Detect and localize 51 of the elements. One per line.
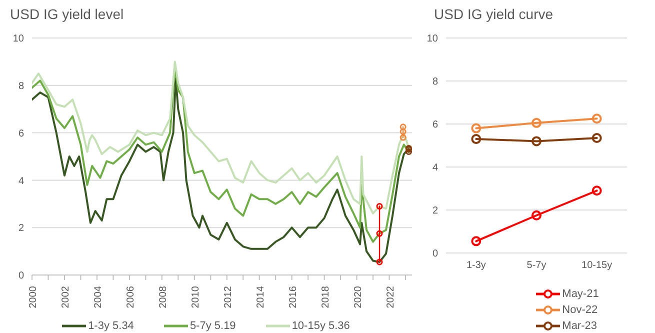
point (532, 118, 542, 128)
y-tick-label: 10 (12, 34, 24, 45)
x-tick-label: 2016 (288, 286, 299, 308)
point (376, 258, 383, 266)
x-tick-label: 2012 (222, 286, 234, 308)
y-tick-label: 2 (432, 206, 438, 217)
y-tick-label: 4 (432, 162, 438, 174)
x-tick-label: 2010 (190, 286, 202, 308)
point (400, 128, 406, 135)
legend-label: May-21 (562, 287, 599, 301)
x-tick-label: 2020 (352, 286, 364, 308)
y-tick-label: 0 (432, 248, 438, 260)
point (376, 203, 383, 210)
legend-label: 5-7y 5.19 (190, 319, 236, 333)
y-tick-label: 10 (426, 34, 438, 45)
y-tick-label: 6 (18, 128, 24, 140)
x-tick-label: 2002 (60, 286, 72, 308)
legend-label: Mar-23 (562, 319, 597, 333)
y-tick-label: 8 (18, 80, 24, 92)
point (532, 210, 542, 220)
legend-label: Nov-22 (562, 303, 598, 317)
point (532, 136, 542, 146)
point (592, 114, 602, 124)
x-tick-label: 1-3y (466, 260, 486, 272)
legend-label: 10-15y 5.36 (292, 319, 350, 333)
x-tick-label: 5-7y (526, 260, 546, 272)
x-tick-label: 2004 (92, 286, 104, 308)
y-tick-label: 8 (432, 76, 438, 88)
x-tick-label: 2000 (28, 286, 39, 308)
point (400, 124, 406, 130)
point (592, 132, 602, 143)
chart-title: USD IG yield curve (434, 6, 554, 22)
x-tick-label: 2022 (385, 286, 396, 308)
x-tick-label: 2018 (320, 286, 332, 308)
y-tick-label: 6 (432, 120, 438, 131)
point (400, 134, 406, 141)
x-tick-label: 2006 (125, 286, 136, 308)
point (592, 186, 602, 196)
legend-label: 1-3y 5.34 (88, 319, 134, 333)
x-tick-label: 2014 (255, 286, 266, 308)
y-tick-label: 4 (18, 176, 24, 187)
x-tick-label: 2008 (158, 286, 169, 308)
point (471, 236, 482, 246)
point (376, 230, 383, 237)
y-tick-label: 2 (18, 223, 24, 234)
point (471, 123, 482, 134)
point (406, 148, 412, 156)
point (471, 134, 482, 144)
chart-title: USD IG yield level (10, 6, 124, 22)
y-tick-label: 0 (18, 270, 24, 282)
x-tick-label: 10-15y (582, 260, 612, 272)
